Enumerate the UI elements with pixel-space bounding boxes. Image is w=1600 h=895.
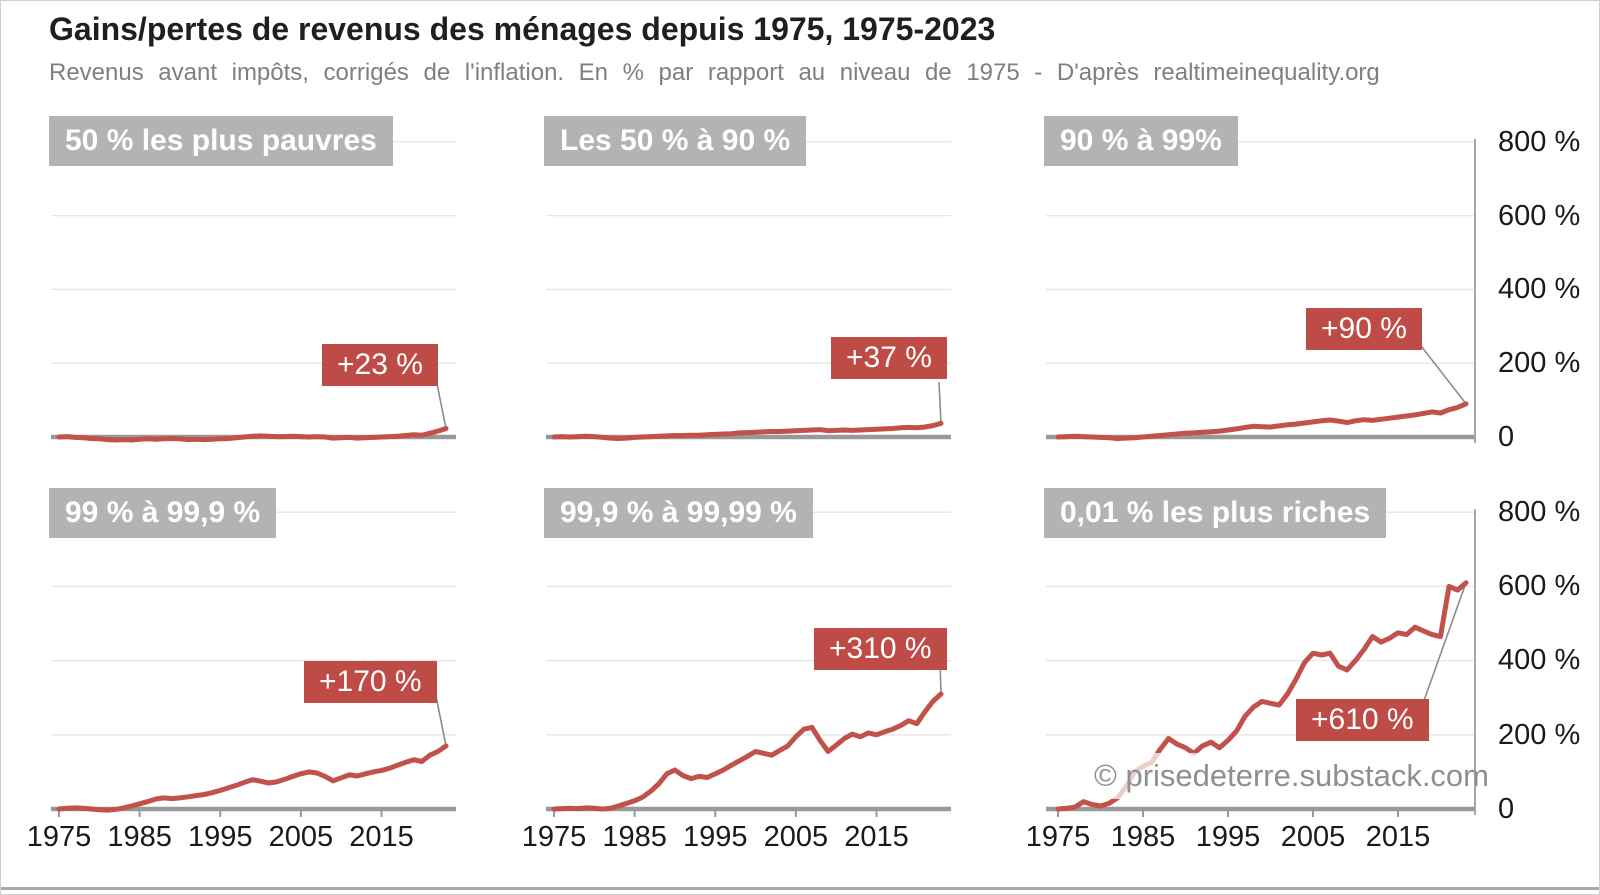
x-axis-label: 2015 <box>844 821 909 853</box>
x-axis-label: 1985 <box>602 821 667 853</box>
page-title: Gains/pertes de revenus des ménages depu… <box>49 11 996 47</box>
x-axis-label: 2015 <box>349 821 414 853</box>
y-axis-label: 0 <box>1498 421 1515 453</box>
panel-999-9999: 99,9 % à 99,99 % +310 % 1975 1985 1995 2005… <box>522 488 951 853</box>
panel-title-badge: 99,9 % à 99,99 % <box>544 488 813 538</box>
bottom-rule <box>1 887 1599 890</box>
panel-title-badge: 90 % à 99% <box>1044 116 1238 166</box>
x-axis-label: 2005 <box>268 821 334 853</box>
y-axis-label: 400 % <box>1498 273 1581 305</box>
panel-bottom-50: 50 % les plus pauvres +23 % <box>49 116 456 449</box>
line-plot <box>51 141 456 443</box>
y-axis-label: 200 % <box>1498 719 1581 751</box>
panel-top-001: 0,01 % les plus riches +610 % 1975 1985 19… <box>1026 488 1476 853</box>
y-axis-label: 800 % <box>1498 496 1581 528</box>
panel-50-90: Les 50 % à 90 % +37 % <box>544 116 951 449</box>
y-axis-label: 600 % <box>1498 570 1581 602</box>
panel-title-badge: 99 % à 99,9 % <box>49 488 277 538</box>
y-axis-label: 600 % <box>1498 200 1581 232</box>
x-axis-label: 2015 <box>1365 821 1431 853</box>
y-axis-label: 0 <box>1498 793 1515 825</box>
watermark: © prisedeterre.substack.com <box>1094 753 1489 799</box>
x-axis-label: 1985 <box>107 821 172 853</box>
callout-label: +170 % <box>304 661 437 703</box>
y-axis: 800 % 600 % 400 % 200 % 0 800 % 600 % 400 % 200 … <box>1498 1 1598 894</box>
y-axis-label: 400 % <box>1498 644 1581 676</box>
panel-90-99: 90 % à 99% +90 % <box>1044 116 1476 449</box>
panel-title-badge: 0,01 % les plus riches <box>1044 488 1387 538</box>
x-axis-label: 1995 <box>187 821 253 853</box>
x-axis-label: 1975 <box>26 821 92 853</box>
callout-label: +23 % <box>322 344 438 386</box>
y-axis-label: 800 % <box>1498 126 1581 158</box>
callout-label: +310 % <box>814 628 947 670</box>
line-plot <box>546 141 951 441</box>
y-axis-label: 200 % <box>1498 347 1581 379</box>
panel-title-badge: 50 % les plus pauvres <box>49 116 393 166</box>
x-axis-label: 1995 <box>1195 821 1261 853</box>
line-plot <box>1046 138 1476 443</box>
page-subtitle: Revenus avant impôts, corrigés de l'infl… <box>49 59 1380 86</box>
x-axis-label: 2005 <box>763 821 829 853</box>
x-axis-label: 1975 <box>1025 821 1091 853</box>
callout-label: +90 % <box>1306 308 1422 350</box>
x-axis-label: 1975 <box>521 821 587 853</box>
x-axis-label: 1985 <box>1110 821 1176 853</box>
x-axis-label: 2005 <box>1280 821 1346 853</box>
callout-label: +37 % <box>831 337 947 379</box>
callout-label: +610 % <box>1296 699 1429 741</box>
x-axis-label: 1995 <box>682 821 748 853</box>
panel-99-999: 99 % à 99,9 % +170 % 1975 1985 1995 2005 201… <box>27 488 456 853</box>
panel-title-badge: Les 50 % à 90 % <box>544 116 807 166</box>
